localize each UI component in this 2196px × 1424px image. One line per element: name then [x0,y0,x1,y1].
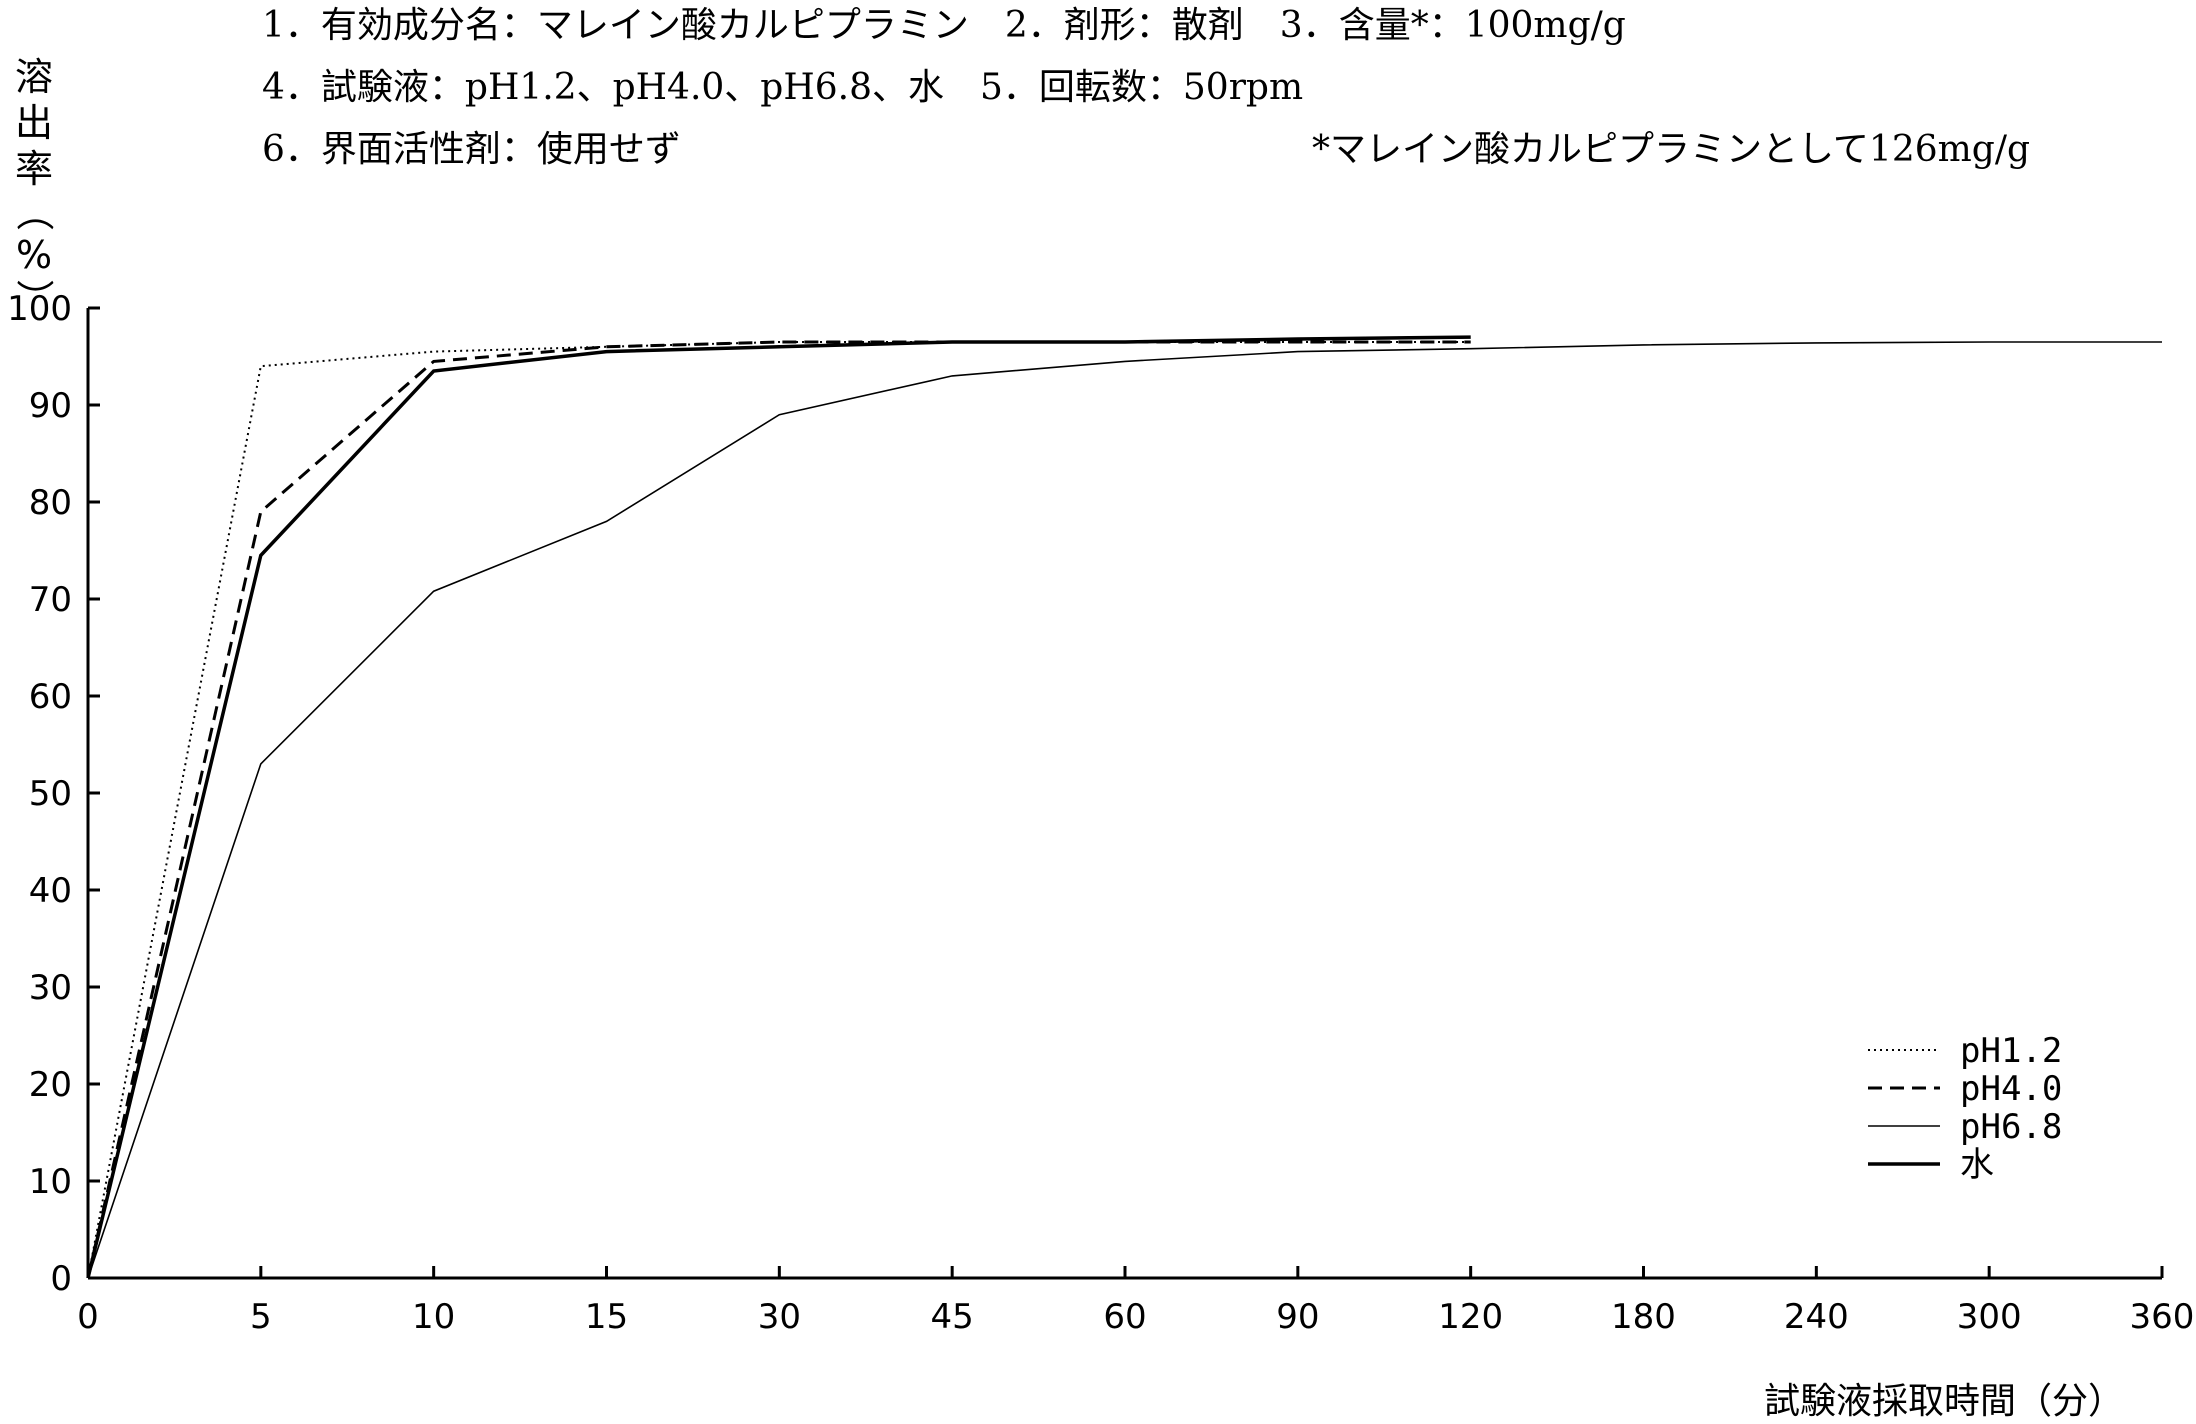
y-tick-label: 70 [29,580,72,620]
x-tick-label: 90 [1276,1297,1319,1337]
header-line-2: 4．試験液：pH1.2、pH4.0、pH6.8、水 5．回転数：50rpm [262,67,1304,108]
x-tick-label: 10 [412,1297,455,1337]
series-line-pH6.8 [87,341,2162,1279]
y-tick-label: 20 [29,1065,72,1105]
axes: 0 10 20 30 40 50 60 70 80 90 100 0 5 10 15 30 45 60 90 120 1… [7,289,2194,1337]
x-tick-label: 30 [758,1297,801,1337]
legend-label: pH6.8 [1960,1107,2062,1147]
header-line-3-left: 6．界面活性剤：使用せず [262,129,681,170]
y-tick-label: 80 [29,483,72,523]
y-tick-label: 90 [29,386,72,426]
x-tick-label: 15 [585,1297,628,1337]
y-axis-label-char: % [15,233,53,277]
y-axis-label-char: 出 [14,101,53,145]
legend-label: pH4.0 [1960,1069,2062,1109]
x-tick-label: 240 [1784,1297,1849,1337]
y-axis-label-char: 率 [14,147,53,191]
series-line-pH4.0 [86,340,1471,1279]
y-tick-label: 100 [7,289,72,329]
legend-label: pH1.2 [1960,1031,2062,1071]
series-line-水 [86,335,1471,1279]
x-tick-label: 45 [931,1297,974,1337]
y-tick-label: 0 [50,1259,72,1299]
header-line-3-right: *マレイン酸カルピプラミンとして126mg/g [1312,129,2030,170]
x-tick-label: 0 [77,1297,99,1337]
y-axis-label-char: 溶 [14,55,53,99]
series-lines [86,335,2162,1279]
x-axis-label: 試験液採取時間（分） [1763,1381,2124,1422]
y-tick-label: 50 [29,774,72,814]
x-tick-label: 120 [1438,1297,1503,1337]
x-tick-label: 180 [1611,1297,1676,1337]
y-tick-label: 10 [29,1162,72,1202]
y-axis-label: 溶 出 率 （ % ） [6,54,62,318]
x-tick-label: 5 [250,1297,272,1337]
legend-label: 水 [1960,1145,1994,1185]
y-tick-label: 30 [29,968,72,1008]
y-tick-label: 60 [29,677,72,717]
x-tick-label: 360 [2130,1297,2195,1337]
header-line-1: 1．有効成分名：マレイン酸カルピプラミン 2．剤形：散剤 3．含量*：100mg… [262,5,1626,46]
series-line-pH1.2 [87,341,1471,1279]
y-tick-label: 40 [29,871,72,911]
x-tick-label: 60 [1103,1297,1146,1337]
x-tick-label: 300 [1957,1297,2022,1337]
